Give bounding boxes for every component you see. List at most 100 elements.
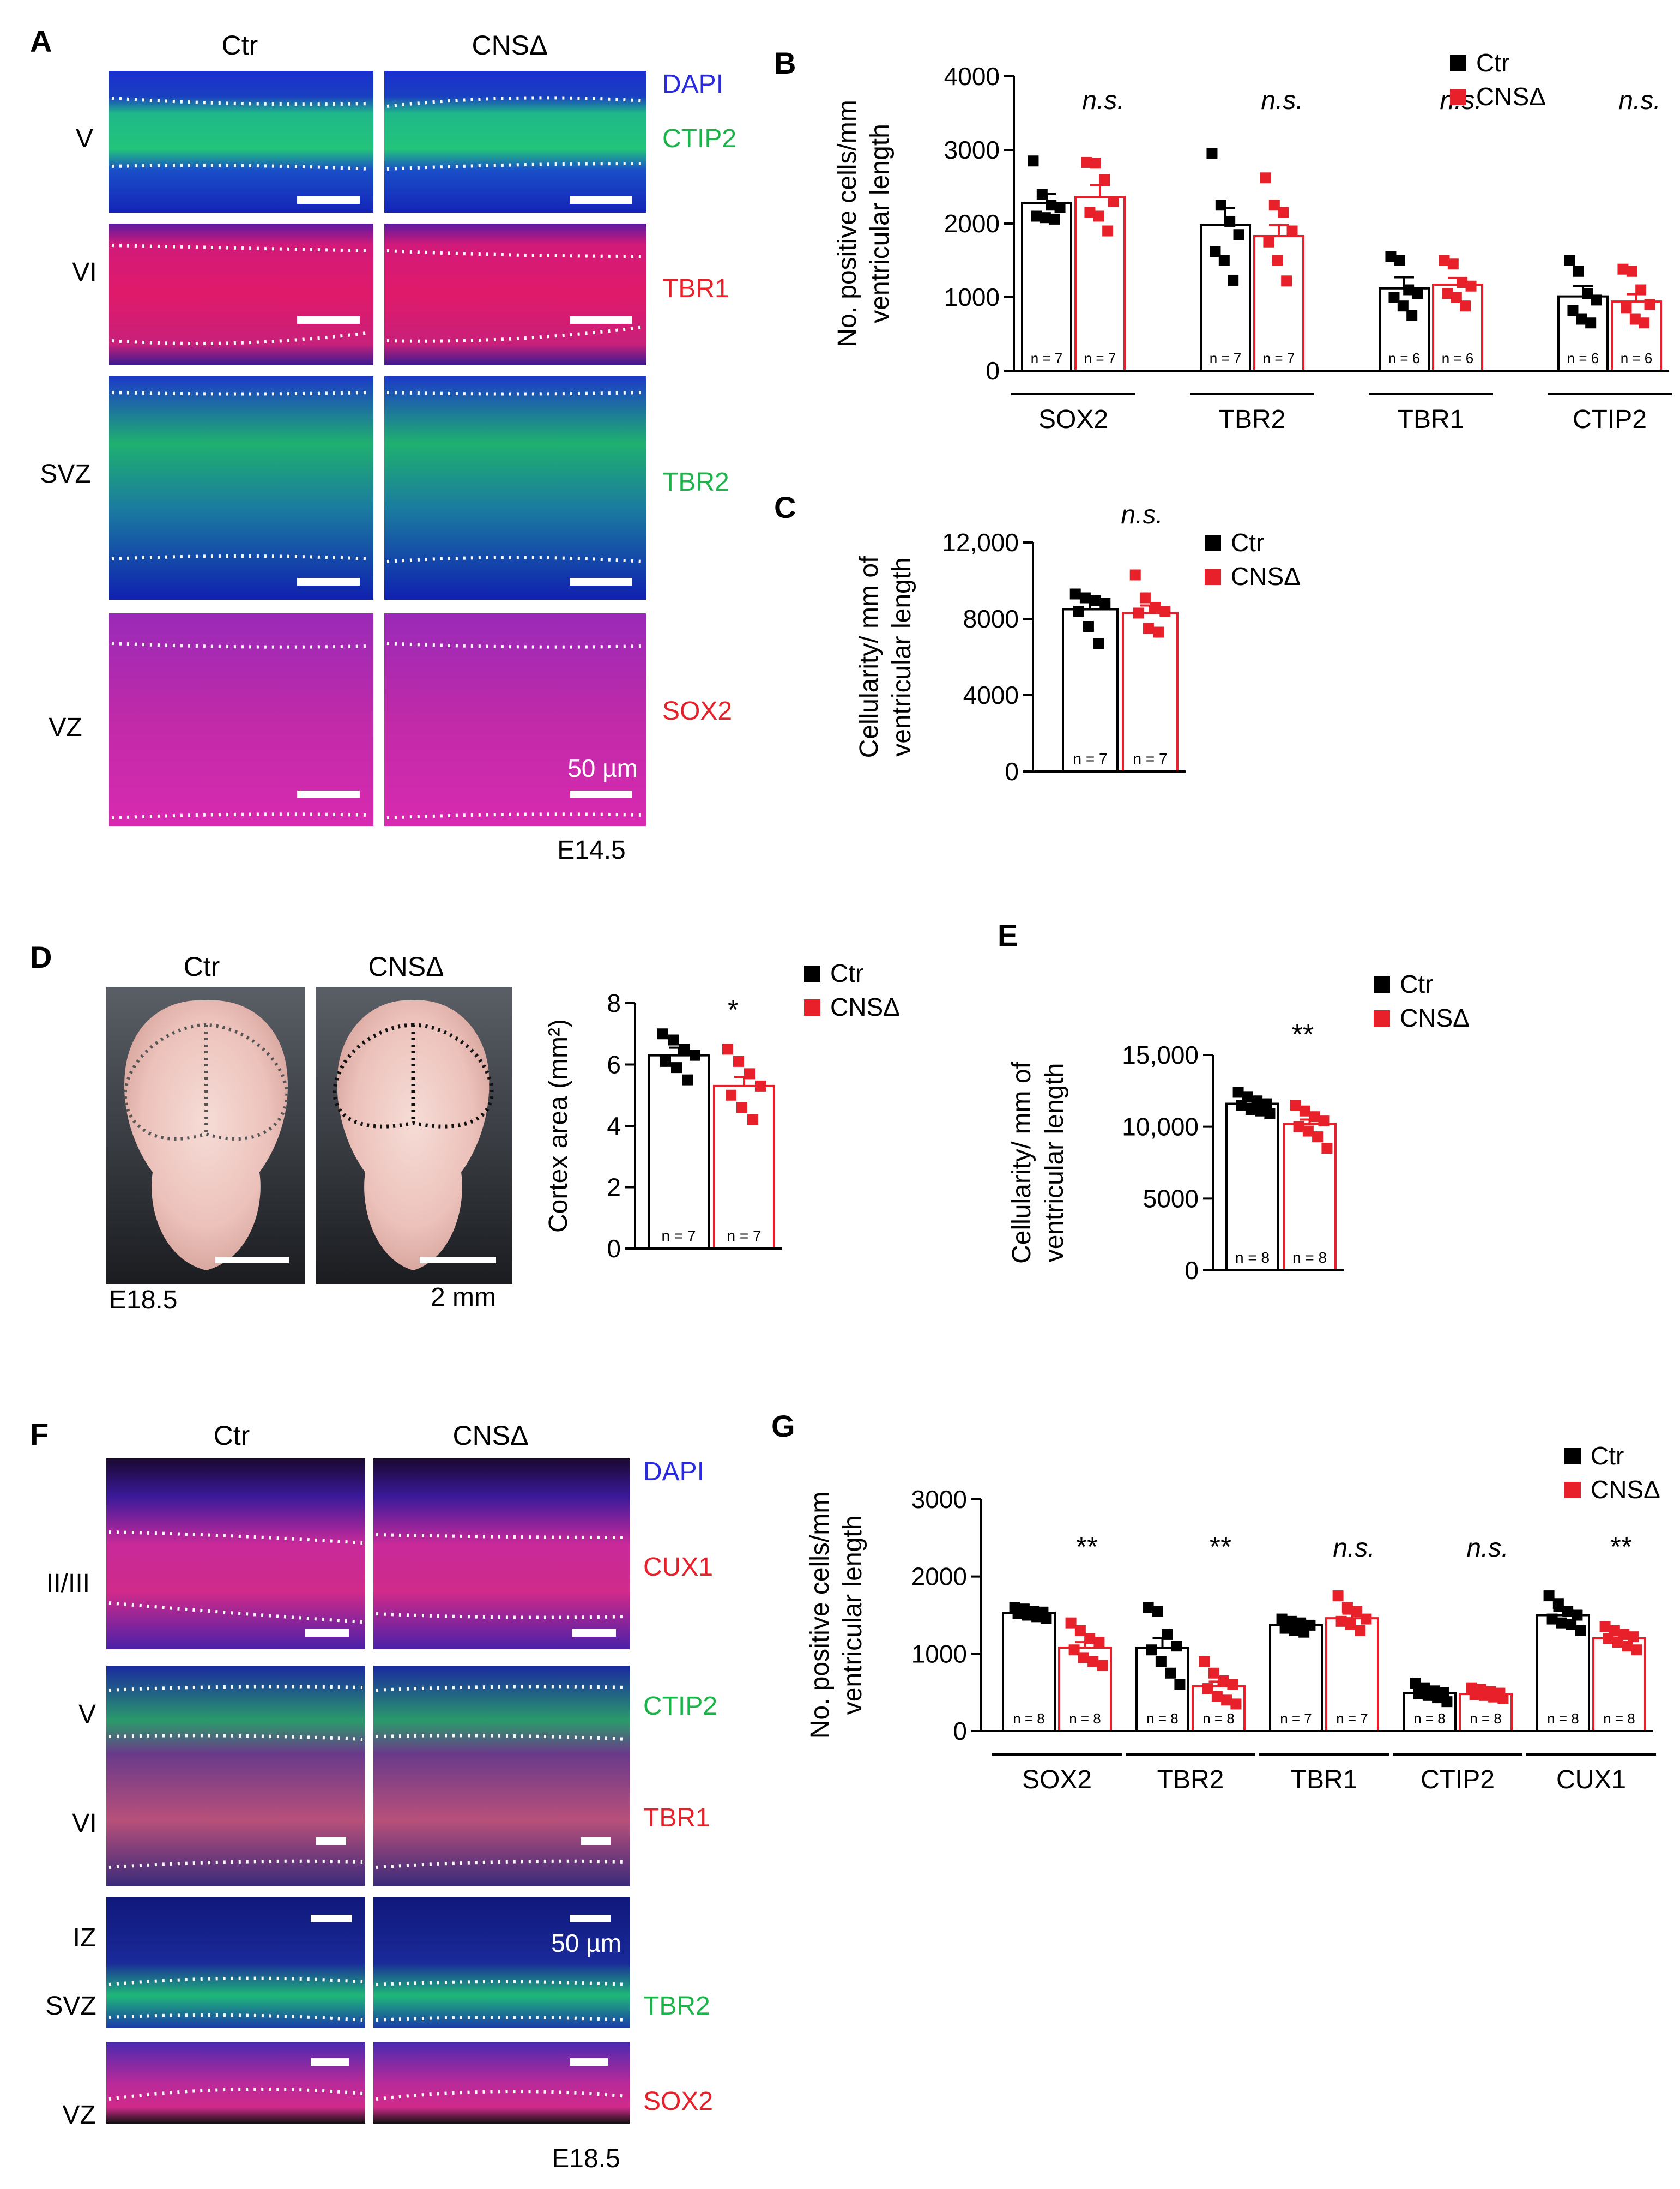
- data-point: [1385, 251, 1397, 262]
- micrograph-f-cux1-cns: [373, 1458, 630, 1649]
- category-label: TBR1: [1291, 1765, 1358, 1794]
- significance-label: n.s.: [1121, 500, 1163, 529]
- data-point: [1394, 255, 1405, 266]
- y-tick-label: 0: [986, 357, 1000, 385]
- legend-swatch: [1205, 535, 1221, 551]
- y-tick-label: 2: [607, 1173, 621, 1202]
- data-point: [1447, 258, 1459, 270]
- data-point: [755, 1080, 766, 1092]
- y-axis-label: Cellularity/ mm of: [855, 556, 884, 758]
- data-point: [1406, 310, 1418, 321]
- data-point: [1268, 200, 1280, 211]
- data-point: [1576, 313, 1587, 325]
- category-label: CTIP2: [1421, 1765, 1495, 1794]
- n-label: n = 7: [1336, 1710, 1368, 1727]
- data-point: [1040, 212, 1051, 224]
- n-label: n = 8: [1235, 1249, 1270, 1266]
- data-point: [1543, 1590, 1555, 1602]
- region-label-svz: SVZ: [45, 1992, 96, 2021]
- data-point: [1224, 215, 1236, 227]
- data-point: [1230, 1698, 1242, 1710]
- n-label: n = 8: [1202, 1710, 1235, 1727]
- n-label: n = 7: [1133, 750, 1167, 767]
- panel-d-chart: 0 2 4 6 8 Cortex area (mm²) n = 7 n = 7 * Ctr CNSΔ: [544, 959, 900, 1263]
- significance-label: n.s.: [1261, 86, 1303, 115]
- significance-label: *: [728, 994, 739, 1026]
- legend-label: Ctr: [830, 959, 863, 987]
- data-point: [1146, 1644, 1157, 1656]
- panel-a-letter: A: [30, 24, 52, 58]
- n-label: n = 8: [1292, 1249, 1327, 1266]
- data-point: [1552, 1598, 1564, 1609]
- data-point: [1068, 1644, 1080, 1656]
- data-point: [1321, 1143, 1333, 1154]
- data-point: [1210, 246, 1221, 257]
- marker-label-cux1: CUX1: [643, 1553, 713, 1582]
- y-tick-label: 10,000: [1122, 1113, 1199, 1141]
- data-point: [1049, 213, 1060, 225]
- n-label: n = 6: [1621, 350, 1653, 366]
- panel-d-col-ctr: Ctr: [184, 951, 220, 982]
- n-label: n = 8: [1069, 1710, 1101, 1727]
- bar: [1021, 202, 1072, 372]
- data-point: [1290, 1100, 1301, 1111]
- scale-bar: [311, 2058, 349, 2066]
- panel-f-letter: F: [30, 1417, 49, 1451]
- micrograph-f-v-vi-cns: [373, 1666, 630, 1886]
- y-tick-label: 15,000: [1122, 1041, 1199, 1069]
- data-point: [1451, 292, 1462, 303]
- data-point: [1299, 1105, 1310, 1117]
- region-label-vi: VI: [72, 1809, 96, 1838]
- legend-swatch: [1205, 569, 1221, 585]
- data-point: [1133, 607, 1144, 619]
- stage-label: E18.5: [109, 1286, 177, 1314]
- n-label: n = 7: [1263, 350, 1295, 366]
- significance-label: n.s.: [1466, 1534, 1508, 1563]
- data-point: [1312, 1131, 1324, 1143]
- data-point: [1575, 1625, 1586, 1636]
- data-point: [1388, 292, 1400, 303]
- significance-label: **: [1292, 1019, 1314, 1051]
- legend-swatch: [1564, 1448, 1581, 1464]
- data-point: [1218, 255, 1230, 266]
- data-point: [1099, 598, 1111, 609]
- data-point: [1012, 1608, 1024, 1619]
- region-label-ii-iii: II/III: [46, 1569, 90, 1598]
- marker-label-tbr2: TBR2: [643, 1992, 710, 2021]
- micrograph-f-vz-ctr: [106, 2042, 365, 2124]
- panel-f-col-cns: CNSΔ: [453, 1420, 529, 1451]
- data-point: [1302, 1125, 1314, 1137]
- data-point: [1031, 210, 1042, 222]
- y-tick-label: 0: [607, 1234, 621, 1263]
- category-label: TBR2: [1157, 1765, 1224, 1794]
- scale-label: 2 mm: [431, 1283, 496, 1312]
- data-point: [1572, 1609, 1583, 1621]
- data-point: [657, 1028, 668, 1040]
- significance-label: n.s.: [1618, 86, 1660, 115]
- data-point: [1546, 1613, 1558, 1625]
- scale-bar: [297, 316, 360, 324]
- bar: [1200, 224, 1251, 372]
- n-label: n = 8: [1547, 1710, 1579, 1727]
- y-tick-label: 3000: [911, 1485, 967, 1513]
- data-point: [1028, 155, 1039, 167]
- data-point: [1556, 1617, 1567, 1629]
- panel-e-letter: E: [998, 918, 1018, 952]
- marker-label-dapi: DAPI: [662, 70, 723, 99]
- category-label: SOX2: [1022, 1765, 1092, 1794]
- scale-bar: [311, 1915, 352, 1922]
- data-point: [1221, 1694, 1232, 1706]
- panel-a-col-cns: CNSΔ: [472, 30, 548, 61]
- bar: [1269, 1624, 1323, 1733]
- data-point: [1617, 263, 1629, 275]
- legend-swatch: [1450, 55, 1466, 71]
- data-point: [1242, 1091, 1253, 1102]
- data-point: [1469, 1689, 1480, 1700]
- scale-bar: [297, 578, 360, 586]
- data-point: [1099, 174, 1110, 185]
- data-point: [1232, 1087, 1244, 1098]
- legend-label: CNSΔ: [1400, 1004, 1470, 1032]
- data-point: [1567, 305, 1579, 316]
- region-label-v: V: [78, 1700, 96, 1729]
- data-point: [1439, 255, 1450, 266]
